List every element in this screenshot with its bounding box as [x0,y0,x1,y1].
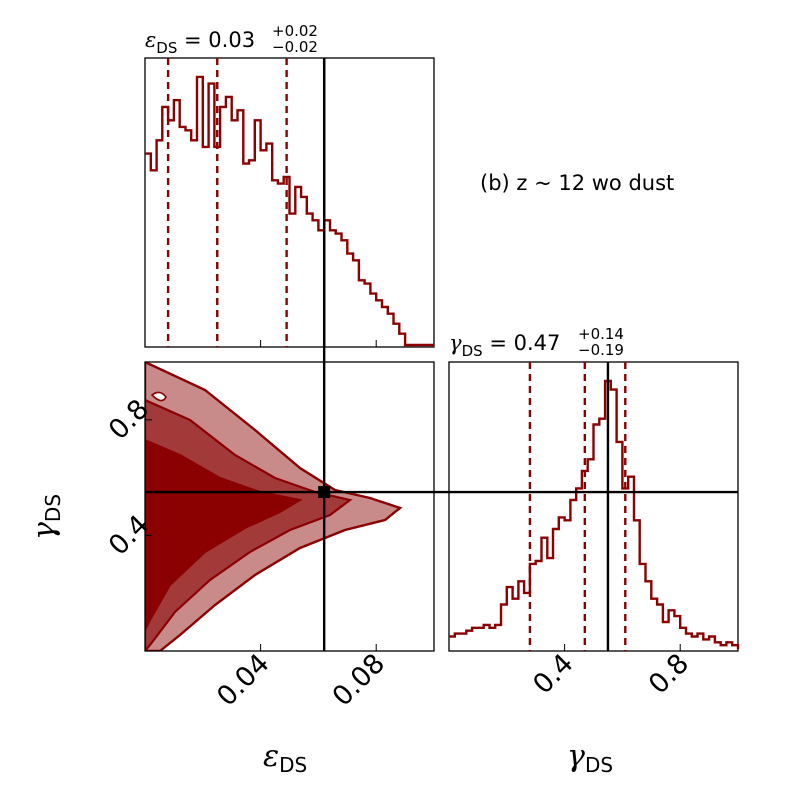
epsilon-histogram-frame [144,57,435,348]
gamma-title-symbol: γ [449,331,462,355]
gamma-histogram-step [449,379,740,649]
epsilon-title: εDS = 0.03 [145,28,255,57]
contour-regions [145,362,403,651]
gamma-histogram-frame [448,361,739,652]
epsilon-x-tick-label: 0.04 [211,648,275,712]
epsilon-histogram-step [145,75,434,347]
x-axis-label-gamma: γDS [567,739,613,777]
epsilon-histogram-panel [144,57,435,348]
contour-frame [144,361,435,652]
gamma-title-value: = 0.47 [483,331,561,355]
epsilon-title-sub: DS [156,39,177,57]
epsilon-title-value: = 0.03 [177,28,255,52]
gamma-title: γDS = 0.47 [449,331,560,360]
gamma-x-tick-label: 0.4 [527,648,579,700]
epsilon-title-minus: −0.02 [272,38,318,56]
x-axis-label-epsilon: εDS [263,739,307,777]
gamma-title-minus: −0.19 [578,341,624,359]
epsilon-title-symbol: ε [145,28,156,52]
contour-island [150,391,167,402]
gamma-title-plus: +0.14 [578,325,624,343]
gamma-histogram-panel [448,361,739,652]
truth-point-marker [318,486,331,499]
epsilon-title-plus: +0.02 [272,22,318,40]
epsilon-x-tick-label: 0.08 [327,648,391,712]
y-axis-label-gamma: γDS [27,494,65,540]
gamma-x-tick-label: 0.8 [643,648,695,700]
contour-inner [145,438,303,631]
annotation-label: (b) z ~ 12 wo dust [480,171,674,195]
gamma-title-sub: DS [462,342,483,360]
contour-panel [144,361,435,652]
